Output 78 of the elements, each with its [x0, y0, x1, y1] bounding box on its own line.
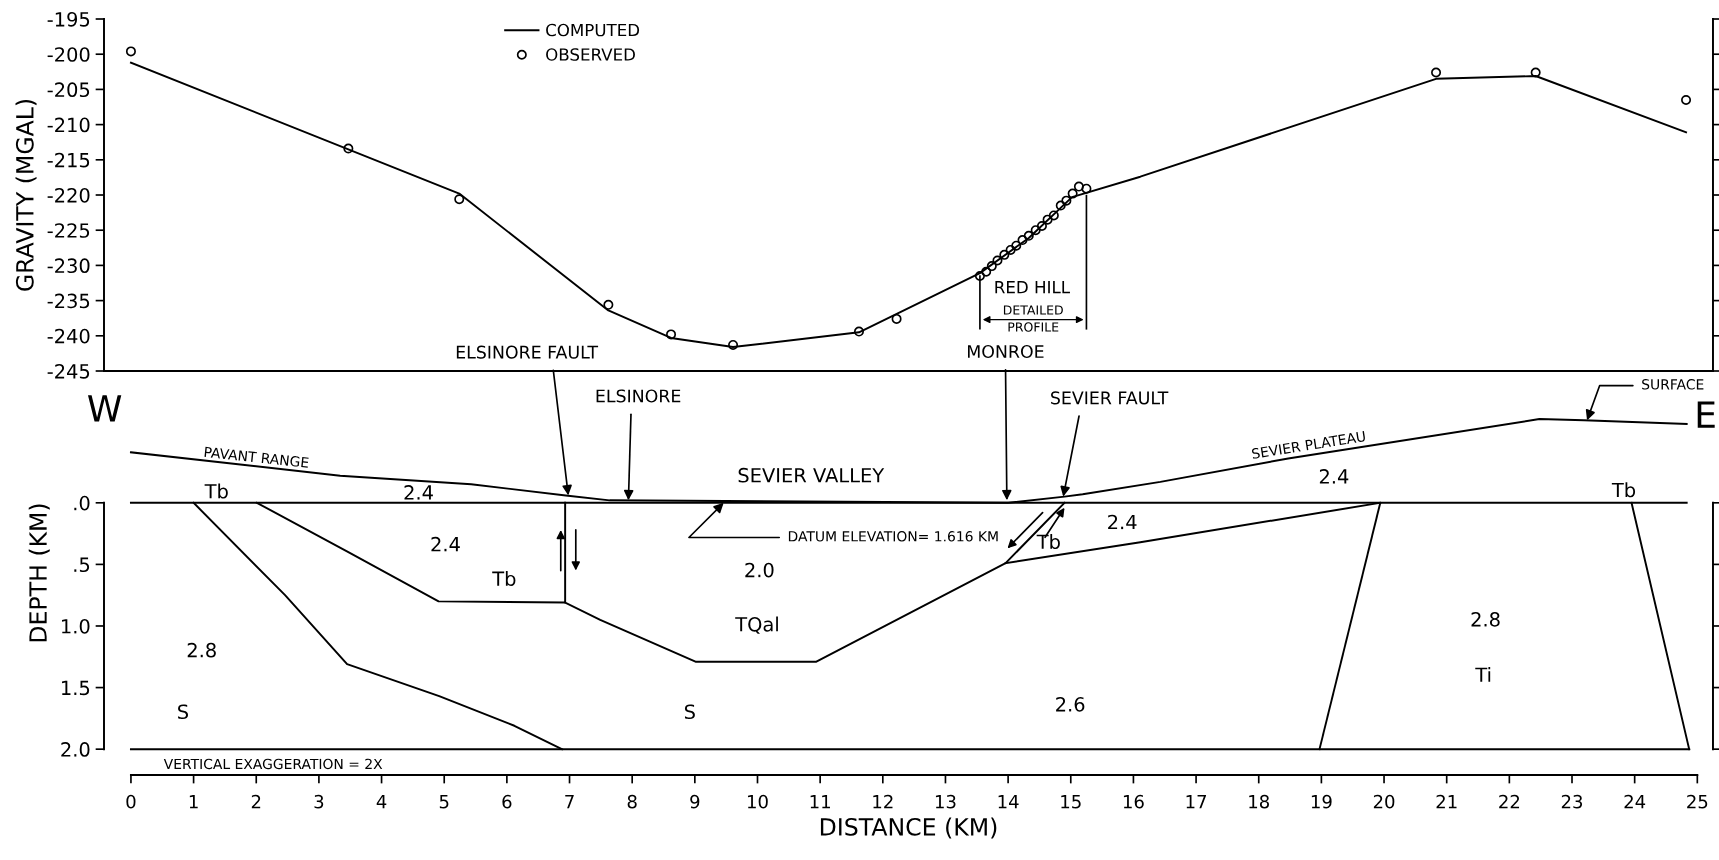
x-tick-label: 16: [1123, 794, 1144, 809]
x-tick-label: 17: [1186, 795, 1207, 809]
x-tick-label: 2: [251, 794, 261, 809]
annotation: ELSINORE FAULT: [456, 345, 599, 359]
x-tick-label: 24: [1624, 794, 1646, 809]
x-axis-title: DISTANCE (KM): [820, 817, 997, 839]
annotation: W: [87, 395, 122, 422]
annotation: Tb: [204, 483, 228, 499]
x-tick-label: 20: [1373, 794, 1395, 809]
x-tick-label: 12: [873, 794, 893, 809]
annotation: S: [684, 704, 695, 720]
y-tick-label: -215: [47, 152, 90, 168]
x-tick-label: 11: [810, 795, 830, 809]
y-tick-label: 2.0: [61, 742, 90, 757]
annotation: E: [1697, 401, 1715, 428]
annotation: S: [178, 704, 189, 720]
y-tick-label: 1.5: [62, 680, 90, 696]
y-tick-label: -245: [47, 363, 90, 379]
annotation: 2.6: [1056, 696, 1085, 712]
y-tick-label: -200: [47, 47, 90, 62]
x-tick-label: 8: [627, 794, 637, 809]
annotation: SEVIER FAULT: [1051, 391, 1169, 405]
y-tick-label: -210: [47, 117, 90, 133]
x-tick-label: 5: [439, 795, 449, 809]
x-tick-label: 14: [998, 795, 1019, 809]
annotation: PROFILE: [1008, 322, 1059, 332]
y-tick-label: -235: [47, 293, 90, 309]
x-tick-label: 7: [565, 795, 574, 809]
annotation: TQal: [735, 616, 778, 634]
annotation: VERTICAL EXAGGERATION = 2X: [163, 758, 383, 770]
annotation: Ti: [1475, 667, 1491, 682]
y-tick-label: -240: [47, 328, 90, 344]
y-tick-label: -230: [47, 258, 90, 274]
annotation: 2.0: [745, 562, 774, 578]
y-tick-label: -225: [47, 223, 90, 238]
legend-label: OBSERVED: [546, 48, 635, 61]
x-tick-label: 0: [126, 794, 136, 809]
annotation: ELSINORE: [596, 389, 681, 403]
annotation: 2.4: [1108, 514, 1137, 530]
y-tick-label: -205: [47, 82, 90, 98]
annotation: 2.4: [1319, 469, 1349, 484]
annotation: Tb: [1036, 534, 1060, 550]
x-tick-label: 1: [189, 795, 198, 809]
x-tick-label: 9: [690, 794, 700, 809]
x-tick-label: 4: [376, 795, 387, 809]
annotation: 2.8: [1471, 611, 1500, 627]
x-tick-label: 13: [935, 794, 956, 809]
y-axis-title: DEPTH (KM): [28, 504, 50, 642]
annotation: SURFACE: [1642, 379, 1704, 390]
annotation: 2.4: [404, 485, 433, 500]
annotation: DETAILED: [1003, 305, 1063, 315]
annotation: Tb: [1611, 482, 1636, 498]
y-axis-title: GRAVITY (MGAL): [15, 99, 37, 291]
annotation: 2.4: [431, 536, 460, 552]
legend-label: COMPUTED: [546, 23, 640, 37]
annotation: SEVIER VALLEY: [738, 467, 885, 483]
x-tick-label: 18: [1249, 794, 1269, 809]
x-tick-label: 15: [1061, 795, 1081, 809]
x-tick-label: 3: [314, 794, 324, 809]
annotation: 2.8: [187, 642, 216, 658]
y-tick-label: .5: [74, 557, 90, 573]
annotation: Tb: [492, 571, 516, 587]
x-tick-label: 22: [1499, 794, 1520, 809]
x-tick-label: 21: [1436, 794, 1457, 809]
y-tick-label: -195: [47, 11, 90, 27]
y-tick-label: 1.0: [62, 618, 90, 634]
x-tick-label: 23: [1561, 794, 1583, 809]
x-tick-label: 19: [1311, 794, 1332, 809]
x-tick-label: 25: [1687, 794, 1708, 809]
annotation: RED HILL: [995, 281, 1070, 294]
x-tick-label: 10: [747, 794, 768, 809]
y-tick-label: -220: [47, 187, 90, 203]
annotation: DATUM ELEVATION= 1.616 KM: [788, 531, 998, 542]
y-tick-label: .0: [74, 495, 90, 511]
annotation: SEVIER PLATEAU: [1251, 430, 1366, 460]
annotation: MONROE: [968, 344, 1044, 359]
annotation: PAVANT RANGE: [204, 446, 309, 468]
x-tick-label: 6: [502, 794, 512, 809]
